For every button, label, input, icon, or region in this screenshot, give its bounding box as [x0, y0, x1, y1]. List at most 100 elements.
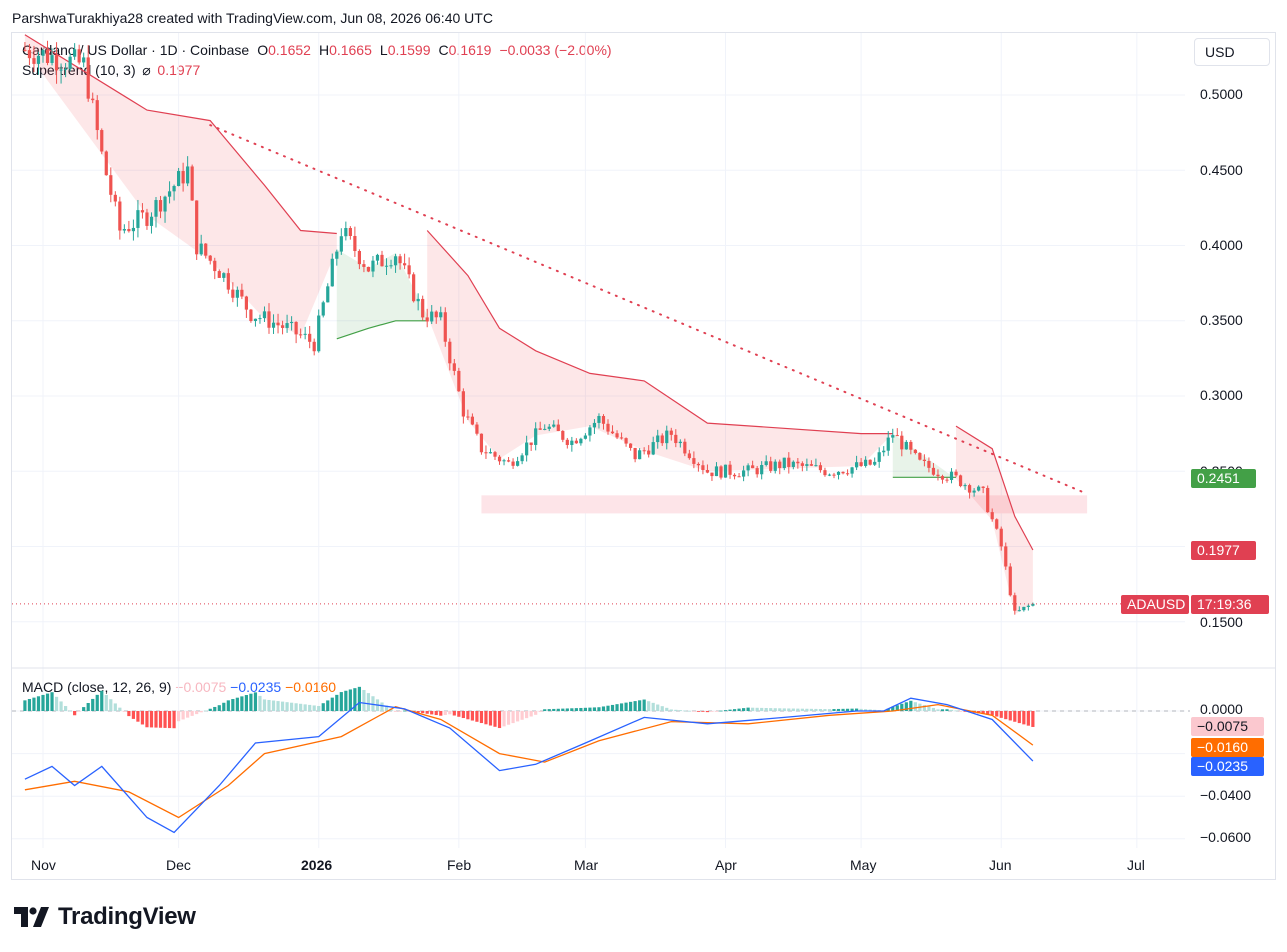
- candle-body: [845, 473, 850, 475]
- macd-hist-bar: [760, 707, 764, 711]
- macd-hist-bar: [253, 692, 258, 711]
- candle-body: [308, 333, 312, 342]
- macd-hist-bar: [552, 708, 556, 711]
- candle-body: [488, 452, 493, 454]
- candle-body: [995, 519, 999, 529]
- macd-hist-bar: [986, 711, 990, 715]
- candle-body: [796, 461, 800, 464]
- candle-body: [931, 467, 936, 475]
- candle-body: [312, 341, 316, 352]
- macd-hist-bar: [940, 709, 945, 711]
- macd-hist-bar: [41, 694, 45, 711]
- macd-hist-bar: [868, 709, 872, 711]
- supertrend-fill: [24, 34, 337, 336]
- candle-body: [1008, 566, 1012, 596]
- support-zone: [481, 495, 1088, 514]
- macd-legend: MACD (close, 12, 26, 9) −0.0075 −0.0235 …: [22, 679, 336, 695]
- chart-attribution: ParshwaTurakhiya28 created with TradingV…: [12, 10, 493, 26]
- macd-hist-bar: [330, 697, 334, 711]
- macd-hist-bar: [696, 711, 700, 712]
- candle-body: [674, 434, 678, 444]
- candle-body: [949, 471, 954, 480]
- macd-hist-bar: [900, 703, 904, 711]
- macd-hist-bar: [1013, 711, 1017, 722]
- candle-body: [913, 449, 917, 454]
- candle-body: [601, 415, 606, 424]
- candle-body: [665, 430, 669, 444]
- candle-body: [723, 464, 728, 478]
- macd-hist-bar: [669, 709, 673, 711]
- macd-hist-bar: [891, 706, 895, 711]
- macd-hist-bar: [778, 708, 782, 711]
- candle-body: [163, 196, 167, 212]
- candle-body: [213, 260, 217, 272]
- close-label: C: [438, 42, 449, 58]
- macd-hist-bar: [321, 703, 325, 711]
- macd-hist-bar: [497, 711, 502, 729]
- candle-body: [841, 471, 845, 474]
- candle-body: [977, 486, 981, 491]
- x-tick-apr: Apr: [715, 857, 737, 873]
- macd-hist-bar: [1008, 711, 1012, 721]
- candle-body: [647, 450, 651, 455]
- macd-tick: 0.0000: [1200, 701, 1243, 717]
- eye-slash-icon[interactable]: ⌀: [142, 62, 151, 78]
- macd-hist-bar: [990, 711, 994, 716]
- macd-hist-bar: [280, 701, 285, 711]
- macd-hist-bar: [32, 697, 36, 711]
- candle-body: [782, 457, 786, 469]
- candle-body: [389, 265, 393, 267]
- macd-hist-bar: [511, 711, 515, 724]
- candle-body: [1013, 595, 1017, 611]
- macd-hist-bar: [859, 708, 863, 711]
- macd-hist-bar: [68, 710, 72, 712]
- macd-hist-bar: [393, 711, 398, 712]
- candle-body: [357, 250, 361, 265]
- macd-hist-bar: [145, 711, 149, 728]
- candle-body: [131, 227, 135, 232]
- macd-hist-bar: [285, 702, 289, 711]
- candle-body: [1004, 546, 1008, 567]
- macd-hist-bar: [601, 706, 606, 711]
- candle-body: [344, 228, 348, 237]
- candle-body: [68, 56, 72, 69]
- candle-body: [271, 322, 276, 328]
- macd-hist-bar: [647, 701, 651, 711]
- supertrend-label[interactable]: Supertrend (10, 3): [22, 62, 136, 78]
- macd-hist-bar: [104, 694, 108, 711]
- macd-hist-bar: [64, 706, 68, 711]
- candle-body: [986, 487, 990, 513]
- macd-hist-bar: [705, 711, 710, 713]
- macd-label[interactable]: MACD (close, 12, 26, 9): [22, 679, 172, 695]
- candle-body: [683, 441, 687, 454]
- macd-hist-bar: [258, 695, 262, 711]
- macd-hist-bar: [597, 707, 601, 711]
- candle-body: [158, 200, 163, 212]
- macd-hist-bar: [592, 707, 597, 711]
- macd-hist-bar: [317, 705, 321, 711]
- candle-body: [615, 433, 619, 438]
- candle-body: [547, 426, 551, 429]
- candle-body: [109, 175, 113, 195]
- macd-hist-bar: [425, 711, 429, 714]
- currency-button[interactable]: USD: [1194, 38, 1270, 66]
- macd-hist-bar: [556, 708, 560, 711]
- candle-body: [769, 461, 773, 471]
- candle-body: [136, 210, 140, 228]
- candle-body: [231, 289, 235, 298]
- tradingview-logo[interactable]: TradingView: [14, 902, 196, 932]
- macd-hist-bar: [384, 705, 389, 711]
- countdown-badge: 17:19:36: [1191, 595, 1269, 614]
- macd-hist-bar: [823, 709, 827, 711]
- candle-body: [23, 49, 27, 51]
- candle-body: [638, 450, 642, 460]
- candle-body: [936, 474, 940, 477]
- macd-hist-bar: [895, 705, 899, 711]
- candle-body: [909, 441, 913, 450]
- open-label: O: [257, 42, 269, 58]
- macd-hist-bar: [728, 709, 732, 711]
- candle-body: [543, 428, 547, 430]
- macd-hist-bar: [195, 711, 199, 715]
- candle-body: [91, 98, 95, 101]
